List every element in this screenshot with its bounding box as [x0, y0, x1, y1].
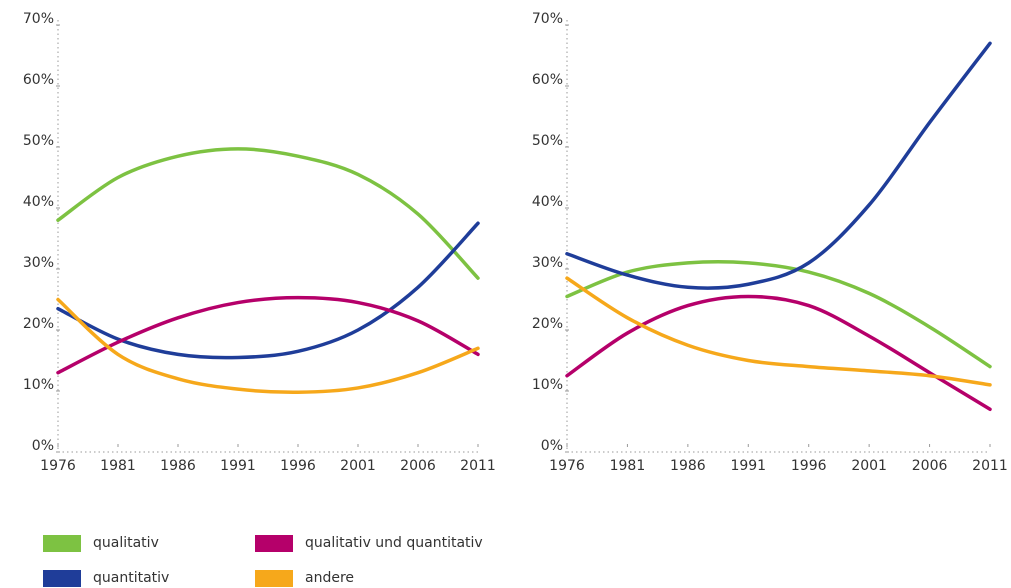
x-tick-label: 2001	[340, 458, 376, 474]
x-tick-label: 2011	[972, 458, 1008, 474]
y-tick-label: 30%	[532, 255, 563, 271]
series-line	[565, 41, 992, 290]
y-tick-label: 50%	[23, 133, 54, 149]
x-tick-label: 2006	[912, 458, 948, 474]
x-tick-label: 1991	[220, 458, 256, 474]
legend-label: andere	[305, 570, 354, 586]
y-tick-label: 20%	[532, 316, 563, 332]
y-tick-label: 60%	[23, 72, 54, 88]
series-line	[565, 276, 992, 387]
y-tick-label: 30%	[23, 255, 54, 271]
y-tick-label: 70%	[23, 11, 54, 27]
y-tick-label: 10%	[23, 377, 54, 393]
legend-swatch	[43, 535, 81, 552]
series-line	[56, 295, 480, 375]
y-tick-label: 40%	[532, 194, 563, 210]
x-tick-label: 1996	[791, 458, 827, 474]
x-tick-label: 1986	[160, 458, 196, 474]
legend-swatch	[255, 570, 293, 587]
series-line	[56, 297, 480, 394]
series-line	[56, 221, 480, 360]
series-line	[56, 147, 480, 280]
y-tick-label: 60%	[532, 72, 563, 88]
y-tick-label: 70%	[532, 11, 563, 27]
x-tick-label: 1981	[610, 458, 646, 474]
y-tick-label: 40%	[23, 194, 54, 210]
series-line	[565, 260, 992, 369]
y-tick-label: 10%	[532, 377, 563, 393]
legend-label: quantitativ	[93, 570, 169, 586]
x-tick-label: 1976	[549, 458, 585, 474]
y-tick-label: 0%	[32, 438, 54, 454]
series-line	[565, 294, 992, 412]
y-tick-label: 50%	[532, 133, 563, 149]
legend-swatch	[255, 535, 293, 552]
y-tick-label: 0%	[541, 438, 563, 454]
legend-label: qualitativ	[93, 535, 159, 551]
legend-swatch	[43, 570, 81, 587]
x-tick-label: 1996	[280, 458, 316, 474]
x-tick-label: 2006	[400, 458, 436, 474]
x-tick-label: 1986	[670, 458, 706, 474]
x-tick-label: 1976	[40, 458, 76, 474]
legend-label: qualitativ und quantitativ	[305, 535, 483, 551]
x-tick-label: 2011	[460, 458, 496, 474]
x-tick-label: 2001	[851, 458, 887, 474]
x-tick-label: 1991	[730, 458, 766, 474]
x-tick-label: 1981	[100, 458, 136, 474]
y-tick-label: 20%	[23, 316, 54, 332]
